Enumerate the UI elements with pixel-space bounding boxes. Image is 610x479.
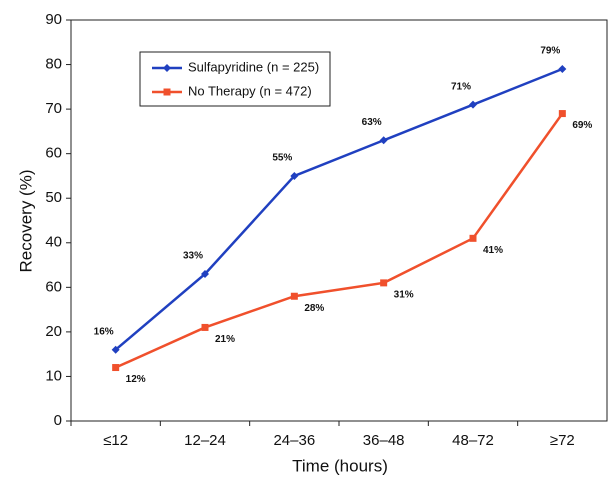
marker <box>112 364 120 372</box>
x-tick-label: ≤12 <box>103 432 128 449</box>
x-tick-label: 12–24 <box>184 432 226 449</box>
value-label: 79% <box>540 46 560 57</box>
marker <box>290 292 298 300</box>
series-line <box>114 67 563 351</box>
marker <box>111 345 120 354</box>
x-tick-label: 48–72 <box>452 432 494 449</box>
y-tick-label: 90 <box>45 11 62 28</box>
y-tick-label: 40 <box>45 234 62 251</box>
marker <box>469 100 477 109</box>
legend-marker <box>163 88 171 96</box>
marker <box>290 171 299 180</box>
y-tick-label: 20 <box>45 323 62 340</box>
legend-label: Sulfapyridine (n = 225) <box>188 59 319 74</box>
x-tick-label: 36–48 <box>363 432 405 449</box>
legend-marker <box>163 64 171 72</box>
value-label: 41% <box>483 245 503 256</box>
value-label: 21% <box>215 334 235 345</box>
y-axis-label: Recovery (%) <box>16 170 35 273</box>
value-label: 12% <box>126 374 146 385</box>
y-tick-label: 0 <box>54 412 62 429</box>
y-tick-label: 10 <box>45 367 62 384</box>
marker <box>469 234 477 242</box>
marker <box>558 110 566 118</box>
y-tick-label: 60 <box>45 145 62 162</box>
series-line <box>115 112 564 369</box>
marker <box>201 323 209 331</box>
value-label: 55% <box>272 153 292 164</box>
value-label: 69% <box>572 120 592 131</box>
value-label: 31% <box>394 290 414 301</box>
y-tick-label: 70 <box>45 100 62 117</box>
marker <box>379 136 388 145</box>
legend-label: No Therapy (n = 472) <box>188 83 312 98</box>
legend-box <box>139 51 331 107</box>
marker <box>558 65 567 74</box>
value-label: 33% <box>183 251 203 262</box>
marker <box>380 279 388 287</box>
y-tick-label: 50 <box>45 189 62 206</box>
value-label: 71% <box>451 81 471 92</box>
marker <box>201 269 209 278</box>
x-axis-label: Time (hours) <box>292 456 388 475</box>
y-tick-label: 80 <box>45 56 62 73</box>
x-tick-label: ≥72 <box>550 432 575 449</box>
x-tick-label: 24–36 <box>273 432 315 449</box>
value-label: 28% <box>304 303 324 314</box>
value-label: 16% <box>94 326 114 337</box>
value-label: 63% <box>362 117 382 128</box>
y-tick-label: 60 <box>45 278 62 295</box>
